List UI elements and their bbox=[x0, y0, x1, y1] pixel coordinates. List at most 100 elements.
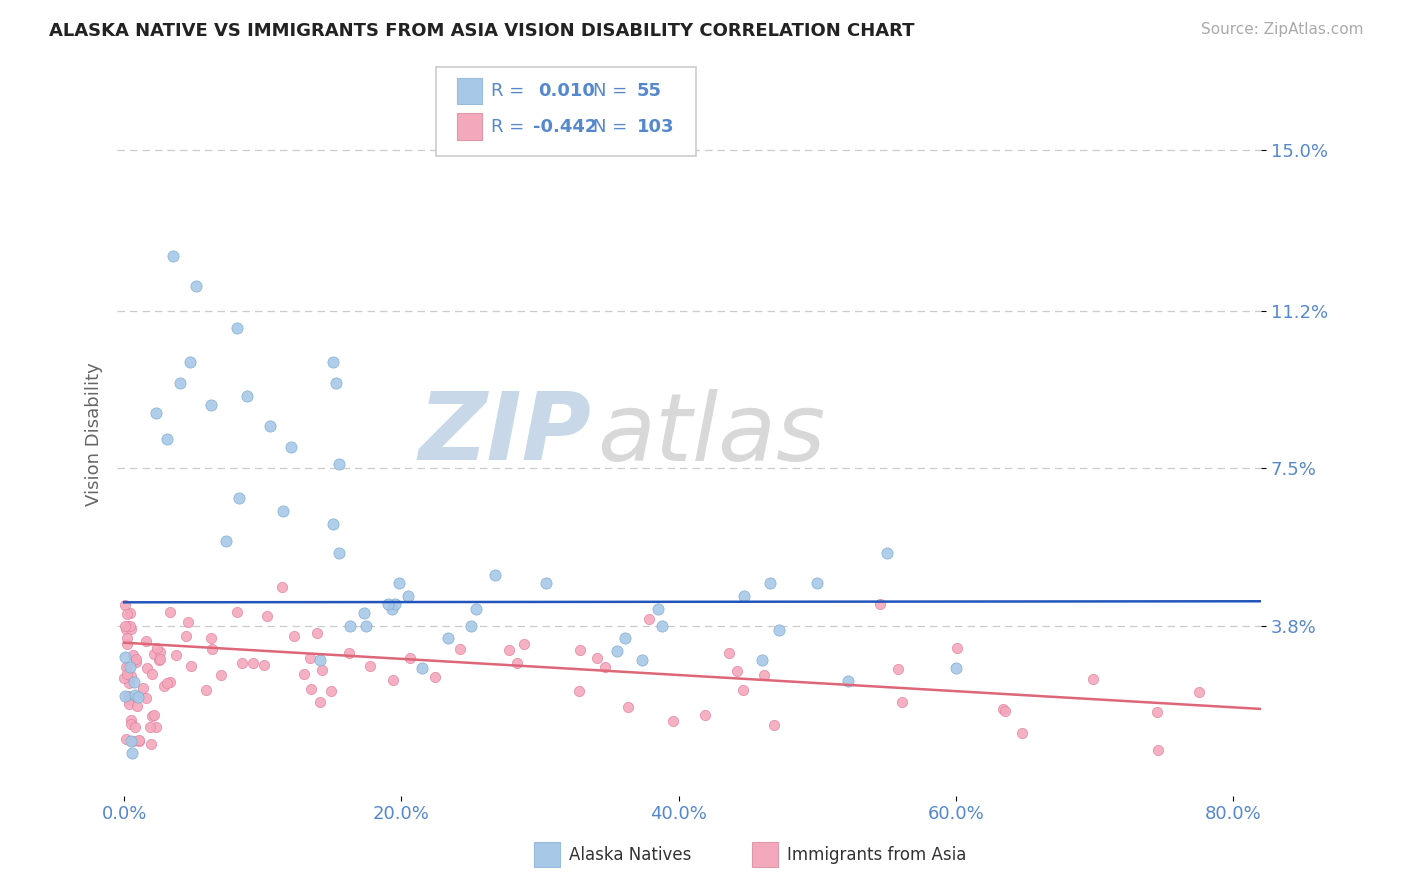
Point bbox=[423, 670, 446, 684]
Point bbox=[617, 700, 640, 714]
Point bbox=[200, 631, 222, 645]
Point bbox=[117, 637, 139, 651]
Point bbox=[661, 714, 683, 729]
Point bbox=[292, 666, 315, 681]
Point bbox=[125, 655, 148, 669]
Text: R =: R = bbox=[491, 118, 530, 136]
Point bbox=[1081, 673, 1104, 687]
Point bbox=[876, 546, 898, 560]
Point bbox=[337, 647, 360, 661]
Point bbox=[308, 653, 330, 667]
Point bbox=[887, 662, 910, 676]
Point bbox=[225, 605, 247, 619]
Point bbox=[159, 674, 181, 689]
Point bbox=[869, 598, 891, 612]
Point bbox=[1188, 685, 1211, 699]
Point bbox=[725, 664, 748, 678]
Text: -0.442: -0.442 bbox=[533, 118, 598, 136]
Point bbox=[121, 746, 143, 760]
Point bbox=[283, 629, 305, 643]
Point bbox=[768, 623, 790, 637]
Point bbox=[114, 619, 136, 633]
Point bbox=[270, 580, 292, 594]
Point bbox=[135, 634, 157, 648]
Text: ZIP: ZIP bbox=[419, 388, 592, 481]
Point bbox=[759, 576, 782, 591]
Point bbox=[141, 667, 163, 681]
Point bbox=[437, 632, 460, 646]
Point bbox=[122, 675, 145, 690]
Text: N =: N = bbox=[593, 118, 633, 136]
Point bbox=[120, 669, 142, 683]
Point bbox=[148, 644, 170, 658]
Point bbox=[399, 650, 422, 665]
Point bbox=[120, 660, 142, 674]
Point bbox=[117, 667, 139, 681]
Text: atlas: atlas bbox=[598, 389, 825, 480]
Point bbox=[139, 737, 162, 751]
Point bbox=[593, 660, 616, 674]
Point bbox=[568, 643, 591, 657]
Point bbox=[991, 702, 1014, 716]
Point bbox=[280, 440, 302, 454]
Point bbox=[125, 699, 148, 714]
Point bbox=[115, 731, 138, 746]
Point bbox=[169, 376, 191, 391]
Point bbox=[945, 661, 967, 675]
Point bbox=[115, 631, 138, 645]
Point bbox=[322, 516, 344, 531]
Point bbox=[299, 681, 322, 696]
Point bbox=[200, 398, 222, 412]
Point bbox=[115, 623, 138, 637]
Point bbox=[180, 659, 202, 673]
Point bbox=[156, 675, 179, 690]
Point bbox=[946, 640, 969, 655]
Point bbox=[353, 606, 375, 620]
Point bbox=[381, 601, 404, 615]
Point bbox=[259, 418, 281, 433]
Point bbox=[136, 661, 159, 675]
Point bbox=[177, 615, 200, 629]
Point bbox=[763, 718, 786, 732]
Point bbox=[142, 707, 165, 722]
Point bbox=[506, 656, 529, 670]
Point bbox=[117, 690, 139, 704]
Point bbox=[114, 598, 136, 612]
Point bbox=[322, 355, 344, 369]
Point bbox=[1011, 726, 1033, 740]
Point bbox=[148, 653, 170, 667]
Point bbox=[994, 705, 1017, 719]
Point bbox=[328, 546, 350, 560]
Point bbox=[128, 734, 150, 748]
Point bbox=[1146, 706, 1168, 720]
Point bbox=[122, 734, 145, 748]
Point bbox=[201, 641, 224, 656]
Point bbox=[186, 278, 208, 293]
Point bbox=[718, 646, 741, 660]
Point bbox=[253, 658, 276, 673]
Point bbox=[307, 626, 329, 640]
Point bbox=[298, 650, 321, 665]
Point bbox=[118, 697, 141, 711]
Point bbox=[159, 605, 181, 619]
Point bbox=[145, 406, 167, 420]
Point bbox=[319, 684, 342, 698]
Point bbox=[114, 660, 136, 674]
Point bbox=[141, 708, 163, 723]
Point bbox=[651, 618, 673, 632]
Point bbox=[396, 589, 419, 603]
Point bbox=[449, 642, 471, 657]
Point bbox=[311, 663, 333, 677]
Text: ALASKA NATIVE VS IMMIGRANTS FROM ASIA VISION DISABILITY CORRELATION CHART: ALASKA NATIVE VS IMMIGRANTS FROM ASIA VI… bbox=[49, 22, 915, 40]
Point bbox=[484, 567, 506, 582]
Point bbox=[411, 661, 433, 675]
Text: Immigrants from Asia: Immigrants from Asia bbox=[787, 846, 967, 863]
Point bbox=[242, 656, 264, 670]
Point bbox=[328, 457, 350, 471]
Point bbox=[132, 681, 155, 695]
Point bbox=[534, 576, 557, 591]
Point bbox=[120, 733, 142, 747]
Point bbox=[135, 690, 157, 705]
Point bbox=[464, 601, 486, 615]
Point bbox=[149, 652, 172, 666]
